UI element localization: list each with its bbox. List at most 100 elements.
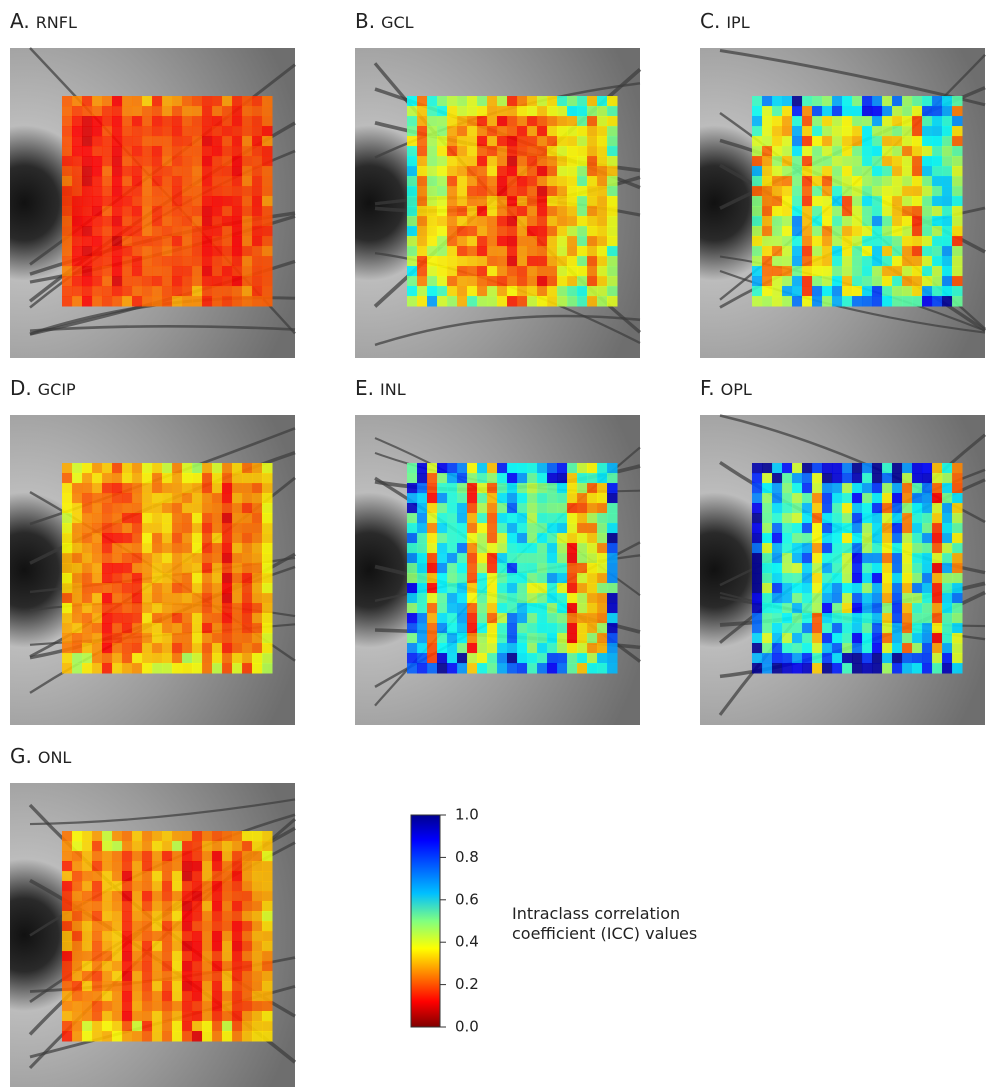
heatmap-cell bbox=[192, 921, 203, 932]
heatmap-cell bbox=[92, 196, 103, 207]
heatmap-cell bbox=[407, 186, 418, 197]
heatmap-cell bbox=[557, 256, 568, 267]
heatmap-cell bbox=[132, 246, 143, 257]
heatmap-cell bbox=[142, 206, 153, 217]
heatmap-cell bbox=[447, 633, 458, 644]
heatmap-cell bbox=[92, 493, 103, 504]
heatmap-cell bbox=[202, 653, 213, 664]
heatmap-cell bbox=[832, 236, 843, 247]
heatmap-cell bbox=[102, 643, 113, 654]
heatmap-cell bbox=[162, 206, 173, 217]
heatmap-cell bbox=[447, 623, 458, 634]
heatmap-cell bbox=[182, 543, 193, 554]
heatmap-cell bbox=[427, 256, 438, 267]
heatmap-cell bbox=[507, 623, 518, 634]
heatmap-cell bbox=[882, 196, 893, 207]
heatmap-cell bbox=[202, 961, 213, 972]
heatmap-cell bbox=[142, 633, 153, 644]
heatmap-cell bbox=[457, 146, 468, 157]
heatmap-cell bbox=[162, 861, 173, 872]
heatmap-cell bbox=[882, 623, 893, 634]
heatmap-cell bbox=[812, 206, 823, 217]
heatmap-cell bbox=[122, 226, 133, 237]
heatmap-cell bbox=[417, 473, 428, 484]
heatmap-cell bbox=[902, 573, 913, 584]
heatmap-cell bbox=[222, 533, 233, 544]
heatmap-cell bbox=[932, 523, 943, 534]
heatmap-cell bbox=[872, 543, 883, 554]
heatmap-cell bbox=[182, 851, 193, 862]
heatmap-cell bbox=[142, 573, 153, 584]
heatmap-cell bbox=[112, 236, 123, 247]
heatmap-cell bbox=[242, 603, 253, 614]
heatmap-cell bbox=[487, 236, 498, 247]
heatmap-cell bbox=[812, 216, 823, 227]
heatmap-cell bbox=[497, 166, 508, 177]
heatmap-cell bbox=[477, 523, 488, 534]
heatmap-cell bbox=[112, 226, 123, 237]
heatmap-cell bbox=[872, 653, 883, 664]
heatmap-cell bbox=[497, 96, 508, 107]
heatmap-cell bbox=[252, 971, 263, 982]
heatmap-cell bbox=[952, 603, 963, 614]
heatmap-cell bbox=[262, 891, 273, 902]
heatmap-cell bbox=[142, 256, 153, 267]
heatmap-cell bbox=[872, 146, 883, 157]
heatmap-cell bbox=[527, 126, 538, 137]
heatmap-cell bbox=[142, 116, 153, 127]
heatmap-cell bbox=[122, 991, 133, 1002]
heatmap-cell bbox=[842, 483, 853, 494]
heatmap-cell bbox=[547, 623, 558, 634]
heatmap-cell bbox=[252, 911, 263, 922]
heatmap-cell bbox=[82, 483, 93, 494]
heatmap-cell bbox=[802, 266, 813, 277]
heatmap-cell bbox=[447, 146, 458, 157]
heatmap-cell bbox=[142, 663, 153, 674]
heatmap-cell bbox=[242, 663, 253, 674]
heatmap-cell bbox=[487, 623, 498, 634]
heatmap-cell bbox=[842, 533, 853, 544]
heatmap-cell bbox=[262, 871, 273, 882]
heatmap-cell bbox=[477, 136, 488, 147]
heatmap-cell bbox=[407, 663, 418, 674]
heatmap-cell bbox=[477, 623, 488, 634]
heatmap-cell bbox=[902, 166, 913, 177]
heatmap-cell bbox=[92, 296, 103, 307]
heatmap-cell bbox=[822, 653, 833, 664]
heatmap-cell bbox=[497, 296, 508, 307]
heatmap-cell bbox=[547, 206, 558, 217]
heatmap-cell bbox=[527, 543, 538, 554]
heatmap-cell bbox=[752, 286, 763, 297]
heatmap-cell bbox=[547, 216, 558, 227]
heatmap-cell bbox=[832, 166, 843, 177]
heatmap-cell bbox=[802, 503, 813, 514]
heatmap-cell bbox=[182, 981, 193, 992]
heatmap-cell bbox=[172, 951, 183, 962]
heatmap-cell bbox=[922, 503, 933, 514]
heatmap-cell bbox=[202, 286, 213, 297]
heatmap-cell bbox=[487, 206, 498, 217]
heatmap-cell bbox=[162, 613, 173, 624]
heatmap-cell bbox=[162, 841, 173, 852]
heatmap-cell bbox=[132, 116, 143, 127]
heatmap-cell bbox=[222, 493, 233, 504]
heatmap-cell bbox=[892, 563, 903, 574]
heatmap-cell bbox=[792, 286, 803, 297]
heatmap-cell bbox=[242, 156, 253, 167]
heatmap-cell bbox=[862, 463, 873, 474]
heatmap-cell bbox=[407, 563, 418, 574]
heatmap-cell bbox=[517, 296, 528, 307]
heatmap-cell bbox=[762, 286, 773, 297]
heatmap-cell bbox=[152, 176, 163, 187]
heatmap-cell bbox=[587, 553, 598, 564]
heatmap-cell bbox=[467, 643, 478, 654]
heatmap-cell bbox=[487, 503, 498, 514]
heatmap-cell bbox=[902, 176, 913, 187]
heatmap-cell bbox=[72, 286, 83, 297]
heatmap-cell bbox=[102, 633, 113, 644]
heatmap-cell bbox=[437, 256, 448, 267]
heatmap-cell bbox=[537, 286, 548, 297]
heatmap-cell bbox=[852, 553, 863, 564]
heatmap-cell bbox=[62, 1021, 73, 1032]
heatmap-cell bbox=[477, 553, 488, 564]
